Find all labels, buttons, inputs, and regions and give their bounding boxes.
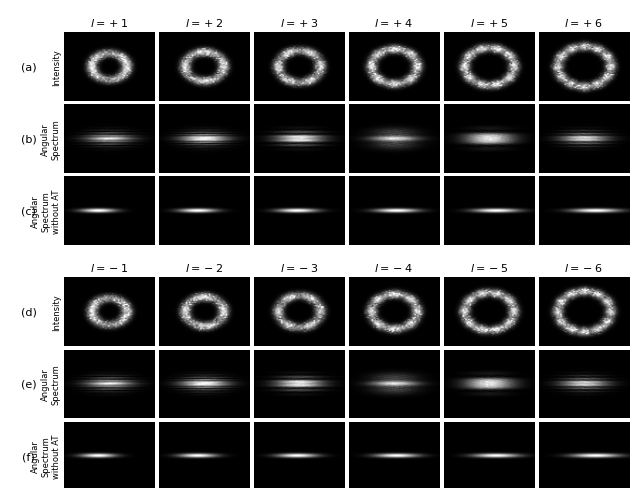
Text: Angular
Spectrum
without AT: Angular Spectrum without AT — [31, 189, 61, 233]
Text: $l = +5$: $l = +5$ — [470, 17, 508, 29]
Text: $l = -4$: $l = -4$ — [374, 262, 413, 274]
Text: (c): (c) — [21, 206, 36, 216]
Text: (a): (a) — [21, 62, 36, 72]
Text: Intensity: Intensity — [52, 294, 61, 330]
Text: (e): (e) — [21, 379, 36, 389]
Text: (f): (f) — [22, 451, 35, 461]
Text: Angular
Spectrum: Angular Spectrum — [42, 364, 61, 405]
Text: $l = -5$: $l = -5$ — [470, 262, 508, 274]
Text: $l = -6$: $l = -6$ — [564, 262, 603, 274]
Text: $l = +4$: $l = +4$ — [374, 17, 413, 29]
Text: $l = +2$: $l = +2$ — [185, 17, 223, 29]
Text: Intensity: Intensity — [52, 49, 61, 85]
Text: Angular
Spectrum: Angular Spectrum — [42, 119, 61, 160]
Text: (d): (d) — [21, 307, 36, 317]
Text: $l = -1$: $l = -1$ — [90, 262, 128, 274]
Text: $l = -2$: $l = -2$ — [185, 262, 223, 274]
Text: $l = -3$: $l = -3$ — [280, 262, 318, 274]
Text: $l = +3$: $l = +3$ — [280, 17, 318, 29]
Text: (b): (b) — [21, 134, 36, 144]
Text: $l = +6$: $l = +6$ — [564, 17, 603, 29]
Text: $l = +1$: $l = +1$ — [90, 17, 128, 29]
Text: Angular
Spectrum
without AT: Angular Spectrum without AT — [31, 434, 61, 478]
